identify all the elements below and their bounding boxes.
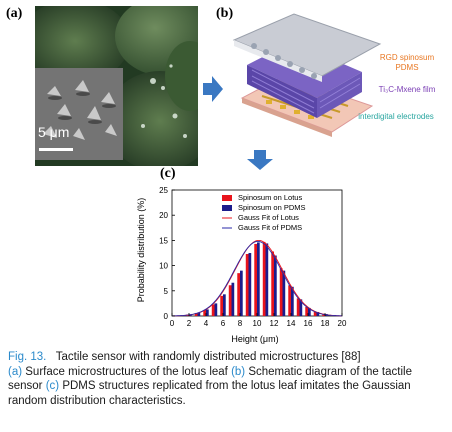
- bar-pdms: [231, 282, 235, 316]
- bar-lotus: [296, 298, 300, 316]
- lotus-leaf-photo: 5 μm: [35, 6, 198, 166]
- caption-a-text: Surface microstructures of the lotus lea…: [22, 365, 232, 378]
- caption-b-text: Schematic diagram of the tactile sensor: [8, 365, 416, 393]
- pdms-label-line1: RGD spinosum: [379, 53, 435, 62]
- chart-ylabel: Probability distribution (%): [136, 198, 146, 303]
- caption-c-text: PDMS structures replicated from the lotu…: [8, 380, 414, 407]
- y-tick-label: 5: [164, 287, 169, 296]
- x-tick-label: 0: [170, 319, 175, 328]
- bar-lotus: [211, 304, 215, 316]
- scale-bar-label: 5 μm: [38, 124, 70, 140]
- panel-a-label: (a): [6, 6, 23, 21]
- x-tick-label: 12: [270, 319, 279, 328]
- sensor-schematic: RGD spinosum PDMS Ti₃C-Mxene film interd…: [222, 10, 447, 150]
- arrow-down-icon: [247, 150, 273, 170]
- electrodes-label: interdigital electrodes: [358, 112, 434, 121]
- bar-lotus: [313, 311, 317, 316]
- bar-lotus: [262, 241, 266, 316]
- bar-pdms: [197, 312, 201, 316]
- y-tick-label: 20: [159, 211, 168, 220]
- caption-a-ref: (a): [8, 365, 23, 378]
- bar-pdms: [316, 311, 320, 316]
- bar-pdms: [240, 270, 243, 316]
- bar-pdms: [214, 303, 218, 316]
- bar-pdms: [265, 243, 269, 316]
- bar-lotus: [254, 243, 257, 316]
- fit-line-pdms: [171, 240, 343, 317]
- panel-b-label: (b): [216, 6, 234, 21]
- mxene-film-label: Ti₃C-Mxene film: [378, 85, 436, 94]
- bar-lotus: [203, 309, 206, 316]
- legend-entry: Spinosum on Lotus: [238, 193, 302, 202]
- x-tick-label: 18: [321, 319, 330, 328]
- height-distribution-chart: 0 2 4 6 8 10 12 14 16 18 20 0 5 10 15 20 25 Spinosum on L…: [136, 186, 347, 344]
- caption-b-ref: (b): [231, 365, 246, 378]
- bar-lotus: [220, 295, 223, 316]
- bar-lotus: [237, 273, 240, 316]
- arrow-right-icon: [203, 76, 223, 102]
- bar-pdms: [257, 242, 260, 316]
- y-tick-label: 15: [159, 236, 168, 245]
- x-tick-label: 2: [187, 319, 192, 328]
- bar-lotus: [271, 251, 274, 316]
- sensor-schematic-drawing: [232, 13, 382, 137]
- x-tick-label: 10: [253, 319, 262, 328]
- panel-c-label: (c): [160, 166, 176, 181]
- pdms-label-line2: PDMS: [395, 63, 419, 72]
- figure-caption: Fig. 13. Tactile sensor with randomly di…: [8, 350, 446, 408]
- x-tick-label: 20: [338, 319, 347, 328]
- y-tick-label: 10: [159, 262, 168, 271]
- scale-bar: [39, 148, 73, 151]
- x-tick-label: 14: [287, 319, 296, 328]
- bar-lotus: [322, 313, 325, 316]
- bar-pdms: [291, 286, 294, 316]
- y-tick-label: 25: [159, 186, 168, 195]
- bar-pdms: [189, 314, 192, 316]
- bar-lotus: [228, 285, 232, 316]
- x-tick-label: 16: [304, 319, 313, 328]
- legend-entry: Spinosum on PDMS: [238, 203, 306, 212]
- caption-c-ref: (c): [45, 380, 60, 392]
- x-tick-label: 8: [238, 319, 243, 328]
- bar-pdms: [223, 294, 226, 316]
- bar-lotus: [194, 312, 198, 316]
- bar-pdms: [248, 253, 252, 316]
- y-tick-label: 0: [164, 312, 169, 321]
- x-tick-label: 4: [204, 319, 209, 328]
- bar-lotus: [288, 285, 291, 316]
- bar-pdms: [299, 299, 303, 316]
- legend-swatch: [222, 205, 232, 211]
- legend-entry: Gauss Fit of PDMS: [238, 223, 302, 232]
- bar-pdms: [206, 309, 209, 316]
- legend-swatch: [222, 195, 232, 201]
- bar-pdms: [282, 270, 286, 316]
- bar-pdms: [308, 307, 311, 316]
- bar-lotus: [305, 306, 308, 316]
- x-tick-label: 6: [221, 319, 226, 328]
- lotus-leaf-illustration: [35, 6, 198, 166]
- caption-title: Tactile sensor with randomly distributed…: [46, 351, 361, 363]
- caption-head: Fig. 13.: [8, 351, 47, 363]
- bar-lotus: [245, 254, 249, 316]
- bar-lotus: [279, 268, 283, 316]
- chart-xlabel: Height (μm): [231, 334, 278, 344]
- bar-pdms: [274, 255, 277, 316]
- legend-entry: Gauss Fit of Lotus: [238, 213, 299, 222]
